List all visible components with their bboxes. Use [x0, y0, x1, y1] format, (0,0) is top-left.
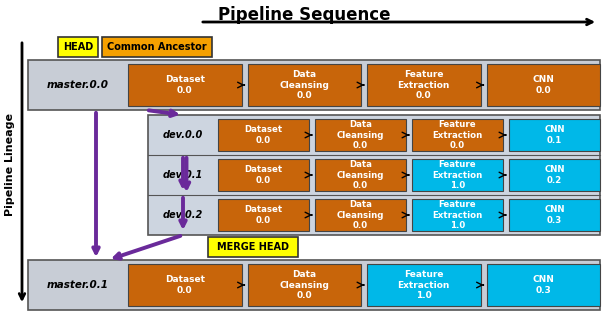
Bar [218, 159, 309, 191]
Bar [486, 264, 600, 306]
Bar [367, 64, 480, 106]
Text: Dataset
0.0: Dataset 0.0 [244, 205, 283, 225]
Text: CNN
0.2: CNN 0.2 [544, 165, 565, 185]
Text: Data
Cleansing
0.0: Data Cleansing 0.0 [337, 200, 384, 230]
Bar [218, 119, 309, 151]
Text: dev.0.1: dev.0.1 [163, 170, 203, 180]
Text: Feature
Extraction
0.0: Feature Extraction 0.0 [432, 120, 483, 150]
Text: Data
Cleansing
0.0: Data Cleansing 0.0 [337, 160, 384, 190]
Bar [247, 264, 361, 306]
Bar [412, 119, 503, 151]
Bar [58, 37, 98, 57]
Text: Common Ancestor: Common Ancestor [107, 42, 207, 52]
Text: Feature
Extraction
1.0: Feature Extraction 1.0 [432, 160, 483, 190]
Text: CNN
0.3: CNN 0.3 [533, 275, 554, 295]
Text: CNN
0.3: CNN 0.3 [544, 205, 565, 225]
Bar [28, 260, 600, 310]
Bar [509, 119, 600, 151]
Text: MERGE HEAD: MERGE HEAD [217, 242, 289, 252]
Text: Feature
Extraction
1.0: Feature Extraction 1.0 [398, 270, 450, 300]
Bar [102, 37, 212, 57]
Text: dev.0.0: dev.0.0 [163, 130, 203, 140]
Bar [509, 199, 600, 231]
Text: CNN
0.1: CNN 0.1 [544, 125, 565, 145]
Text: Data
Cleansing
0.0: Data Cleansing 0.0 [279, 270, 329, 300]
Text: master.0.1: master.0.1 [47, 280, 109, 290]
Text: CNN
0.0: CNN 0.0 [533, 75, 554, 95]
Bar [247, 64, 361, 106]
Text: Data
Cleansing
0.0: Data Cleansing 0.0 [337, 120, 384, 150]
Text: Feature
Extraction
1.0: Feature Extraction 1.0 [432, 200, 483, 230]
Bar [412, 159, 503, 191]
Bar [28, 60, 600, 110]
Text: Dataset
0.0: Dataset 0.0 [165, 275, 205, 295]
Bar [315, 119, 406, 151]
Bar [315, 199, 406, 231]
Text: HEAD: HEAD [63, 42, 93, 52]
Text: Pipeline Sequence: Pipeline Sequence [218, 6, 390, 24]
Bar [128, 264, 241, 306]
Text: Dataset
0.0: Dataset 0.0 [244, 125, 283, 145]
Bar [148, 115, 600, 235]
Bar [412, 199, 503, 231]
Bar [315, 159, 406, 191]
Bar [208, 237, 298, 257]
Bar [367, 264, 480, 306]
Bar [486, 64, 600, 106]
Text: Data
Cleansing
0.0: Data Cleansing 0.0 [279, 70, 329, 100]
Text: dev.0.2: dev.0.2 [163, 210, 203, 220]
Bar [218, 199, 309, 231]
Text: Dataset
0.0: Dataset 0.0 [165, 75, 205, 95]
Bar [509, 159, 600, 191]
Bar [128, 64, 241, 106]
Text: master.0.0: master.0.0 [47, 80, 109, 90]
Text: Pipeline Lineage: Pipeline Lineage [5, 114, 15, 216]
Text: Dataset
0.0: Dataset 0.0 [244, 165, 283, 185]
Text: Feature
Extraction
0.0: Feature Extraction 0.0 [398, 70, 450, 100]
